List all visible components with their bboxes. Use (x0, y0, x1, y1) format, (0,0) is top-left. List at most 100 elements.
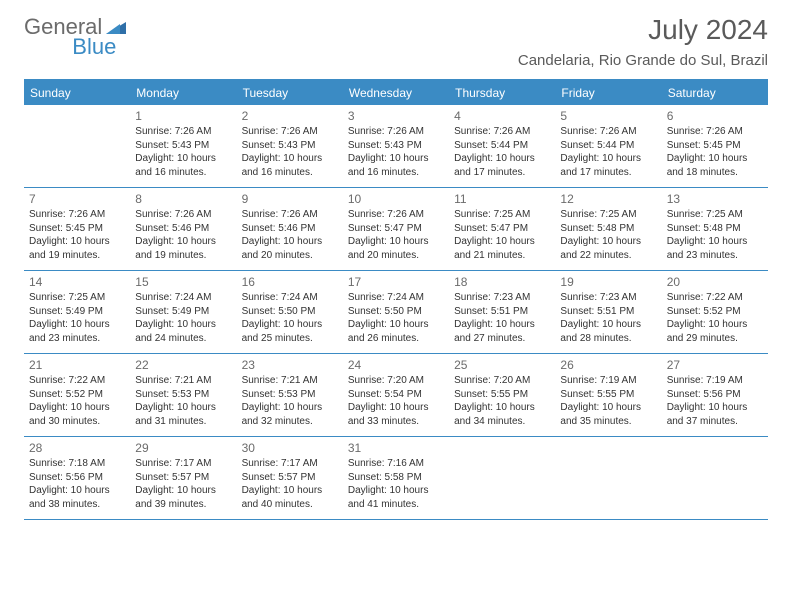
day-sunset: Sunset: 5:49 PM (135, 305, 231, 319)
day-cell: 15Sunrise: 7:24 AMSunset: 5:49 PMDayligh… (130, 271, 236, 353)
day-sunrise: Sunrise: 7:18 AM (29, 457, 125, 471)
day-header-row: Sunday Monday Tuesday Wednesday Thursday… (24, 81, 768, 105)
day-daylight1: Daylight: 10 hours (242, 484, 338, 498)
day-daylight1: Daylight: 10 hours (135, 152, 231, 166)
day-number: 30 (242, 440, 338, 456)
day-daylight2: and 40 minutes. (242, 498, 338, 512)
day-sunrise: Sunrise: 7:26 AM (454, 125, 550, 139)
day-sunset: Sunset: 5:44 PM (454, 139, 550, 153)
day-daylight2: and 18 minutes. (667, 166, 763, 180)
week-row: 7Sunrise: 7:26 AMSunset: 5:45 PMDaylight… (24, 188, 768, 271)
day-daylight1: Daylight: 10 hours (242, 318, 338, 332)
day-cell: 21Sunrise: 7:22 AMSunset: 5:52 PMDayligh… (24, 354, 130, 436)
day-cell: 13Sunrise: 7:25 AMSunset: 5:48 PMDayligh… (662, 188, 768, 270)
day-daylight2: and 34 minutes. (454, 415, 550, 429)
day-sunrise: Sunrise: 7:26 AM (560, 125, 656, 139)
day-daylight2: and 16 minutes. (135, 166, 231, 180)
day-number: 19 (560, 274, 656, 290)
day-sunset: Sunset: 5:50 PM (348, 305, 444, 319)
day-daylight1: Daylight: 10 hours (135, 484, 231, 498)
day-sunrise: Sunrise: 7:23 AM (560, 291, 656, 305)
day-number: 17 (348, 274, 444, 290)
day-cell (449, 437, 555, 519)
day-daylight2: and 23 minutes. (667, 249, 763, 263)
day-cell: 28Sunrise: 7:18 AMSunset: 5:56 PMDayligh… (24, 437, 130, 519)
day-cell: 27Sunrise: 7:19 AMSunset: 5:56 PMDayligh… (662, 354, 768, 436)
month-title: July 2024 (518, 14, 768, 46)
day-number: 7 (29, 191, 125, 207)
day-daylight2: and 24 minutes. (135, 332, 231, 346)
day-cell (555, 437, 661, 519)
day-daylight2: and 41 minutes. (348, 498, 444, 512)
day-daylight1: Daylight: 10 hours (454, 318, 550, 332)
day-daylight2: and 32 minutes. (242, 415, 338, 429)
day-number: 26 (560, 357, 656, 373)
day-cell: 12Sunrise: 7:25 AMSunset: 5:48 PMDayligh… (555, 188, 661, 270)
day-daylight2: and 23 minutes. (29, 332, 125, 346)
day-cell: 1Sunrise: 7:26 AMSunset: 5:43 PMDaylight… (130, 105, 236, 187)
day-daylight2: and 26 minutes. (348, 332, 444, 346)
day-daylight1: Daylight: 10 hours (29, 401, 125, 415)
day-number: 29 (135, 440, 231, 456)
week-row: 28Sunrise: 7:18 AMSunset: 5:56 PMDayligh… (24, 437, 768, 520)
day-cell: 18Sunrise: 7:23 AMSunset: 5:51 PMDayligh… (449, 271, 555, 353)
day-number: 16 (242, 274, 338, 290)
day-number: 2 (242, 108, 338, 124)
day-daylight1: Daylight: 10 hours (242, 401, 338, 415)
day-cell: 6Sunrise: 7:26 AMSunset: 5:45 PMDaylight… (662, 105, 768, 187)
day-header-tuesday: Tuesday (237, 81, 343, 105)
day-sunrise: Sunrise: 7:17 AM (242, 457, 338, 471)
day-daylight1: Daylight: 10 hours (135, 235, 231, 249)
day-sunrise: Sunrise: 7:24 AM (135, 291, 231, 305)
day-sunrise: Sunrise: 7:26 AM (242, 208, 338, 222)
day-sunset: Sunset: 5:55 PM (454, 388, 550, 402)
day-sunset: Sunset: 5:50 PM (242, 305, 338, 319)
day-daylight1: Daylight: 10 hours (135, 401, 231, 415)
day-sunset: Sunset: 5:43 PM (242, 139, 338, 153)
day-daylight2: and 19 minutes. (29, 249, 125, 263)
day-sunrise: Sunrise: 7:25 AM (560, 208, 656, 222)
day-sunrise: Sunrise: 7:23 AM (454, 291, 550, 305)
day-sunset: Sunset: 5:43 PM (135, 139, 231, 153)
day-sunset: Sunset: 5:53 PM (135, 388, 231, 402)
day-daylight1: Daylight: 10 hours (348, 152, 444, 166)
day-sunset: Sunset: 5:44 PM (560, 139, 656, 153)
day-sunrise: Sunrise: 7:21 AM (135, 374, 231, 388)
day-daylight2: and 38 minutes. (29, 498, 125, 512)
day-sunrise: Sunrise: 7:20 AM (454, 374, 550, 388)
day-sunset: Sunset: 5:56 PM (667, 388, 763, 402)
day-sunrise: Sunrise: 7:25 AM (454, 208, 550, 222)
day-number: 25 (454, 357, 550, 373)
day-number: 23 (242, 357, 338, 373)
day-header-friday: Friday (555, 81, 661, 105)
day-daylight2: and 17 minutes. (454, 166, 550, 180)
day-cell (24, 105, 130, 187)
day-cell: 8Sunrise: 7:26 AMSunset: 5:46 PMDaylight… (130, 188, 236, 270)
day-daylight2: and 27 minutes. (454, 332, 550, 346)
day-daylight2: and 25 minutes. (242, 332, 338, 346)
day-number: 1 (135, 108, 231, 124)
day-sunset: Sunset: 5:48 PM (667, 222, 763, 236)
day-cell: 19Sunrise: 7:23 AMSunset: 5:51 PMDayligh… (555, 271, 661, 353)
day-daylight1: Daylight: 10 hours (242, 152, 338, 166)
day-daylight2: and 33 minutes. (348, 415, 444, 429)
day-daylight1: Daylight: 10 hours (560, 401, 656, 415)
day-cell: 9Sunrise: 7:26 AMSunset: 5:46 PMDaylight… (237, 188, 343, 270)
day-daylight1: Daylight: 10 hours (29, 235, 125, 249)
day-cell: 10Sunrise: 7:26 AMSunset: 5:47 PMDayligh… (343, 188, 449, 270)
day-daylight2: and 16 minutes. (242, 166, 338, 180)
day-cell (662, 437, 768, 519)
day-header-saturday: Saturday (662, 81, 768, 105)
day-number: 28 (29, 440, 125, 456)
day-daylight2: and 30 minutes. (29, 415, 125, 429)
day-sunrise: Sunrise: 7:26 AM (242, 125, 338, 139)
day-cell: 20Sunrise: 7:22 AMSunset: 5:52 PMDayligh… (662, 271, 768, 353)
location-text: Candelaria, Rio Grande do Sul, Brazil (518, 52, 768, 69)
page-header: General Blue July 2024 Candelaria, Rio G… (0, 0, 792, 73)
day-sunrise: Sunrise: 7:24 AM (242, 291, 338, 305)
day-daylight1: Daylight: 10 hours (29, 484, 125, 498)
day-daylight1: Daylight: 10 hours (667, 235, 763, 249)
day-sunset: Sunset: 5:57 PM (242, 471, 338, 485)
day-cell: 30Sunrise: 7:17 AMSunset: 5:57 PMDayligh… (237, 437, 343, 519)
week-row: 21Sunrise: 7:22 AMSunset: 5:52 PMDayligh… (24, 354, 768, 437)
